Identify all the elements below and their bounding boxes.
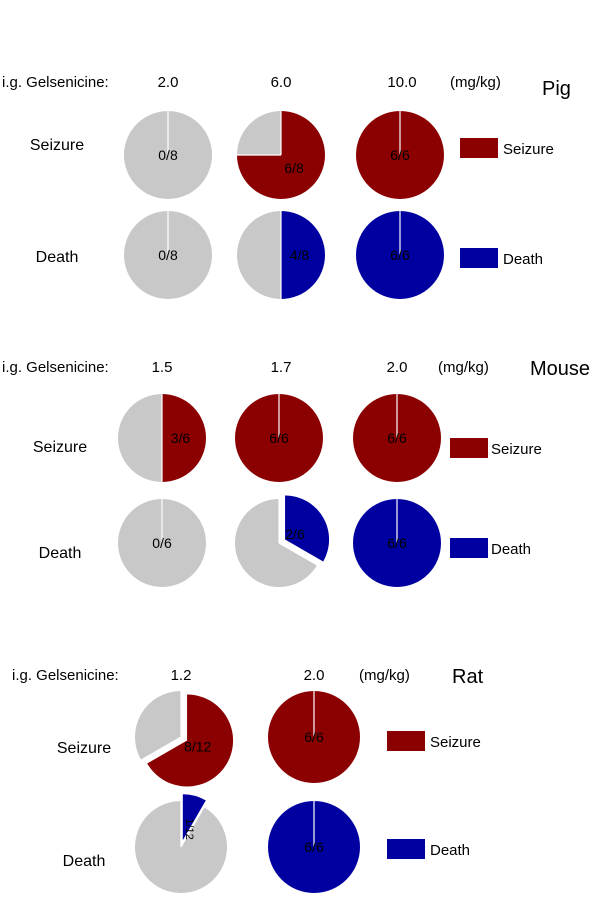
pie-chart: 6/6: [356, 111, 444, 199]
legend-swatch-death: [460, 248, 498, 268]
dose-value: 2.0: [158, 74, 179, 91]
pie-fraction-label: 1/12: [183, 818, 195, 839]
row-label-death: Death: [36, 249, 79, 266]
dose-header-label: i.g. Gelsenicine:: [2, 359, 109, 376]
pie-slice-death: [285, 495, 330, 562]
pie-slice-none: [234, 499, 318, 587]
pie-fraction-label: 0/8: [158, 147, 178, 163]
pie-fraction-label: 3/6: [171, 430, 191, 446]
pie-divider: [278, 542, 318, 566]
pie-chart: 3/6: [118, 394, 206, 482]
dose-value: 1.7: [271, 359, 292, 376]
dose-value: 2.0: [304, 667, 325, 684]
pie-slice-death: [281, 211, 325, 299]
row-label-seizure: Seizure: [33, 439, 87, 456]
species-label: Mouse: [530, 358, 590, 380]
legend-label-death: Death: [430, 842, 470, 859]
row-label-death: Death: [63, 853, 106, 870]
pie-chart: 6/6: [268, 691, 360, 783]
species-label: Rat: [452, 666, 484, 688]
pie-fraction-label: 6/6: [304, 839, 324, 855]
dose-value: 6.0: [271, 74, 292, 91]
pie-chart: 6/6: [356, 211, 444, 299]
pie-chart: 0/8: [124, 211, 212, 299]
pie-fraction-label: 6/6: [304, 729, 324, 745]
pie-fraction-label: 6/6: [269, 430, 289, 446]
dose-unit: (mg/kg): [450, 74, 501, 91]
legend-label-seizure: Seizure: [491, 441, 542, 458]
dose-unit: (mg/kg): [438, 359, 489, 376]
pie-fraction-label: 6/8: [284, 160, 304, 176]
legend-swatch-seizure: [460, 138, 498, 158]
legend-label-death: Death: [503, 251, 543, 268]
panel-rat: 8/12 6/6 1/12 6/6: [134, 691, 425, 894]
pie-slice-seizure: [162, 394, 206, 482]
pie-slice-none: [237, 111, 281, 155]
pie-slice-none: [237, 211, 281, 299]
pie-slice-none: [118, 394, 162, 482]
legend-swatch-death: [387, 839, 425, 859]
legend-label-seizure: Seizure: [430, 734, 481, 751]
row-label-seizure: Seizure: [57, 740, 111, 757]
pie-chart: 0/6: [118, 499, 206, 587]
legend-label-seizure: Seizure: [503, 141, 554, 158]
pie-divider: [140, 736, 182, 761]
pie-fraction-label: 0/8: [158, 247, 178, 263]
pie-fraction-label: 6/6: [390, 147, 410, 163]
panel-pig: 0/8 6/8 6/6 0/8 4/8 6/6: [124, 111, 498, 299]
pie-fraction-label: 2/6: [285, 526, 305, 542]
dose-value: 1.5: [152, 359, 173, 376]
legend-swatch-seizure: [450, 438, 488, 458]
pie-chart: 6/8: [237, 111, 325, 199]
dose-value: 10.0: [387, 74, 416, 91]
legend-swatch-seizure: [387, 731, 425, 751]
panel-mouse: 3/6 6/6 6/6 0/6 2/6 6/6: [118, 394, 488, 587]
legend-swatch-death: [450, 538, 488, 558]
dose-header-label: i.g. Gelsenicine:: [2, 74, 109, 91]
dose-value: 2.0: [387, 359, 408, 376]
row-label-death: Death: [39, 545, 82, 562]
pie-fraction-label: 0/6: [152, 535, 172, 551]
pie-chart: 6/6: [268, 801, 360, 893]
pie-fraction-label: 8/12: [184, 739, 211, 755]
pie-fraction-label: 4/8: [290, 247, 310, 263]
dose-header-label: i.g. Gelsenicine:: [12, 667, 119, 684]
dose-unit: (mg/kg): [359, 667, 410, 684]
pie-chart: 6/6: [353, 394, 441, 482]
pie-fraction-label: 6/6: [390, 247, 410, 263]
pie-chart: 6/6: [353, 499, 441, 587]
row-label-seizure: Seizure: [30, 137, 84, 154]
pie-slice-none: [134, 691, 181, 760]
pie-chart: 8/12: [134, 691, 234, 787]
pie-chart: 2/6: [234, 495, 330, 587]
legend-label-death: Death: [491, 541, 531, 558]
species-label: Pig: [542, 78, 571, 100]
pie-chart: 4/8: [237, 211, 325, 299]
dose-value: 1.2: [171, 667, 192, 684]
pie-chart: 1/12: [135, 794, 228, 894]
pie-chart: 6/6: [235, 394, 323, 482]
pie-slice-death: [182, 794, 206, 841]
pie-fraction-label: 6/6: [387, 535, 407, 551]
pie-fraction-label: 6/6: [387, 430, 407, 446]
pie-chart: 0/8: [124, 111, 212, 199]
pie-divider: [180, 806, 205, 848]
pie-slice-seizure: [147, 694, 234, 787]
